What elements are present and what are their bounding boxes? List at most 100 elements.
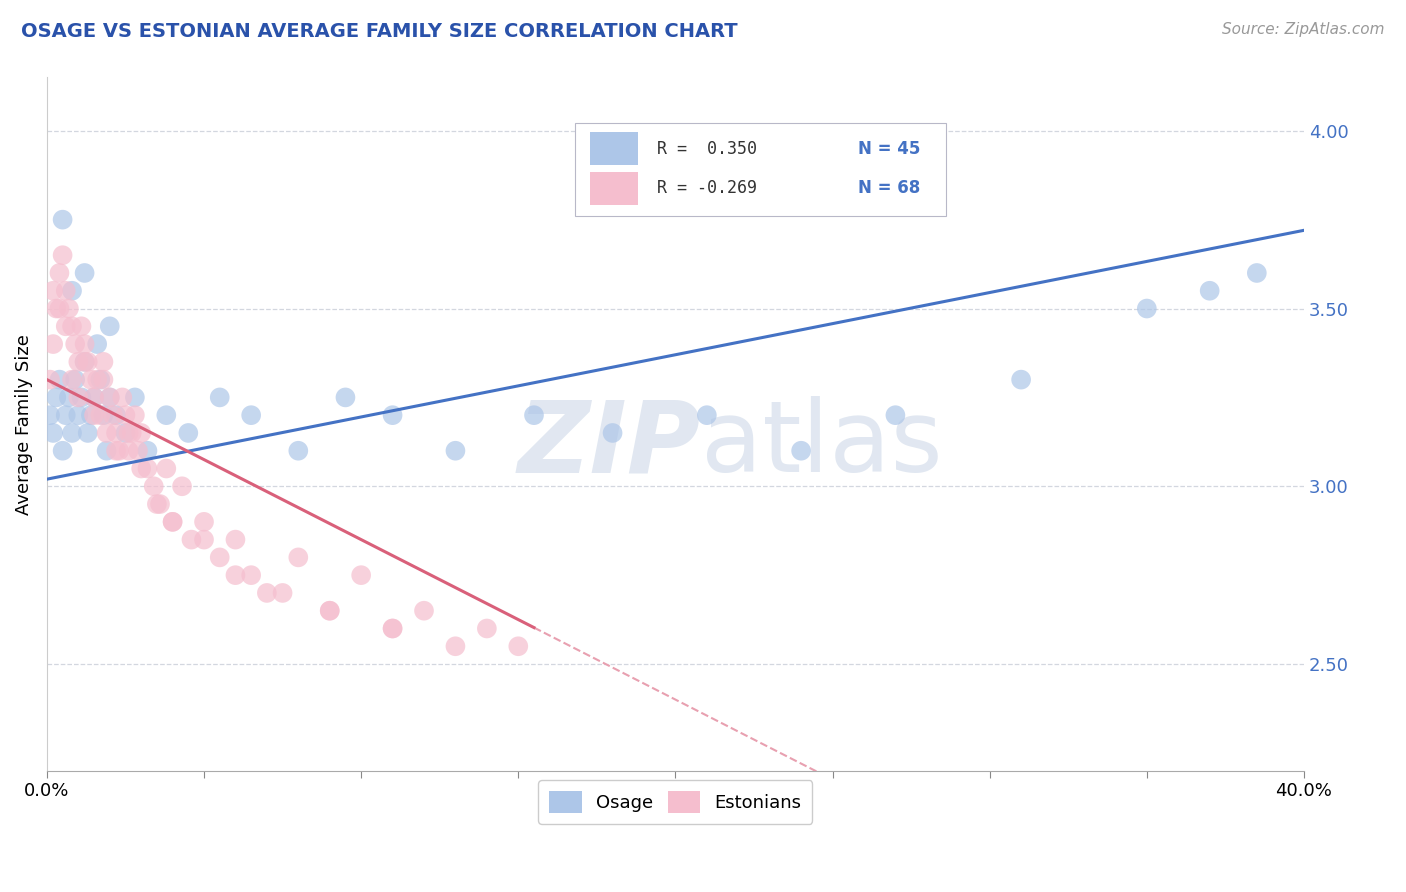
Point (86, 373, 108, 387)
Point (80, 408, 103, 422)
Point (105, 443, 128, 458)
Point (114, 425, 136, 440)
Point (111, 391, 134, 405)
Point (180, 533, 202, 547)
Point (52, 443, 75, 458)
Point (475, 622, 498, 636)
Point (98, 319, 121, 334)
Point (208, 391, 231, 405)
Point (790, 443, 813, 458)
Point (162, 515, 184, 529)
Point (319, 604, 342, 618)
Point (96, 443, 118, 458)
Point (124, 391, 146, 405)
Point (193, 533, 215, 547)
Point (55, 284, 77, 298)
Text: ZIP: ZIP (517, 396, 700, 493)
Point (602, 425, 624, 440)
Point (884, 408, 907, 422)
Point (224, 568, 246, 582)
Point (42, 284, 65, 298)
Point (67, 408, 90, 422)
Point (287, 550, 309, 565)
Point (58, 391, 80, 405)
Text: OSAGE VS ESTONIAN AVERAGE FAMILY SIZE CORRELATION CHART: OSAGE VS ESTONIAN AVERAGE FAMILY SIZE CO… (21, 22, 738, 41)
Point (83, 408, 105, 422)
Point (63, 373, 86, 387)
Point (523, 408, 546, 422)
Point (55, 408, 77, 422)
Text: R = -0.269: R = -0.269 (657, 179, 756, 197)
Point (127, 443, 149, 458)
Point (444, 443, 467, 458)
Point (70, 391, 93, 405)
FancyBboxPatch shape (591, 132, 638, 166)
Text: N = 45: N = 45 (858, 140, 920, 158)
Point (508, 640, 530, 654)
Point (1198, 284, 1220, 298)
Point (271, 586, 294, 600)
Point (287, 443, 309, 458)
Point (101, 408, 124, 422)
Text: R =  0.350: R = 0.350 (657, 140, 756, 158)
Point (42, 337, 65, 351)
Point (381, 408, 404, 422)
Point (70, 319, 93, 334)
Point (60, 425, 83, 440)
Point (319, 604, 342, 618)
Point (73, 337, 96, 351)
FancyBboxPatch shape (575, 122, 946, 216)
Point (58, 301, 80, 316)
Point (240, 568, 263, 582)
Point (117, 425, 139, 440)
Point (124, 408, 146, 422)
Point (67, 391, 90, 405)
Point (1246, 266, 1268, 280)
Point (93, 408, 115, 422)
Point (73, 355, 96, 369)
Text: atlas: atlas (700, 396, 942, 493)
Point (105, 408, 128, 422)
Point (1136, 301, 1159, 316)
Point (696, 408, 718, 422)
Point (42, 425, 65, 440)
Point (48, 266, 70, 280)
Point (83, 391, 105, 405)
Point (93, 355, 115, 369)
Point (146, 497, 169, 511)
Point (114, 408, 136, 422)
Point (60, 284, 83, 298)
Point (121, 425, 143, 440)
Point (52, 212, 75, 227)
Point (76, 425, 98, 440)
Text: Source: ZipAtlas.com: Source: ZipAtlas.com (1222, 22, 1385, 37)
Point (208, 550, 231, 565)
Point (177, 425, 200, 440)
Point (155, 461, 177, 475)
Point (45, 391, 67, 405)
Point (93, 373, 115, 387)
Point (381, 622, 404, 636)
Point (108, 443, 131, 458)
Point (155, 408, 177, 422)
Point (96, 425, 118, 440)
Y-axis label: Average Family Size: Average Family Size (15, 334, 32, 515)
Point (76, 355, 98, 369)
Point (67, 355, 90, 369)
Point (162, 515, 184, 529)
Point (1010, 373, 1032, 387)
Point (80, 373, 103, 387)
Point (136, 443, 159, 458)
Point (129, 425, 152, 440)
Point (83, 391, 105, 405)
Point (142, 479, 165, 493)
Point (105, 425, 128, 440)
Point (149, 497, 172, 511)
Point (48, 373, 70, 387)
Text: N = 68: N = 68 (858, 179, 920, 197)
Point (129, 461, 152, 475)
Point (39, 373, 62, 387)
Point (89, 408, 111, 422)
Point (39, 408, 62, 422)
Point (89, 373, 111, 387)
